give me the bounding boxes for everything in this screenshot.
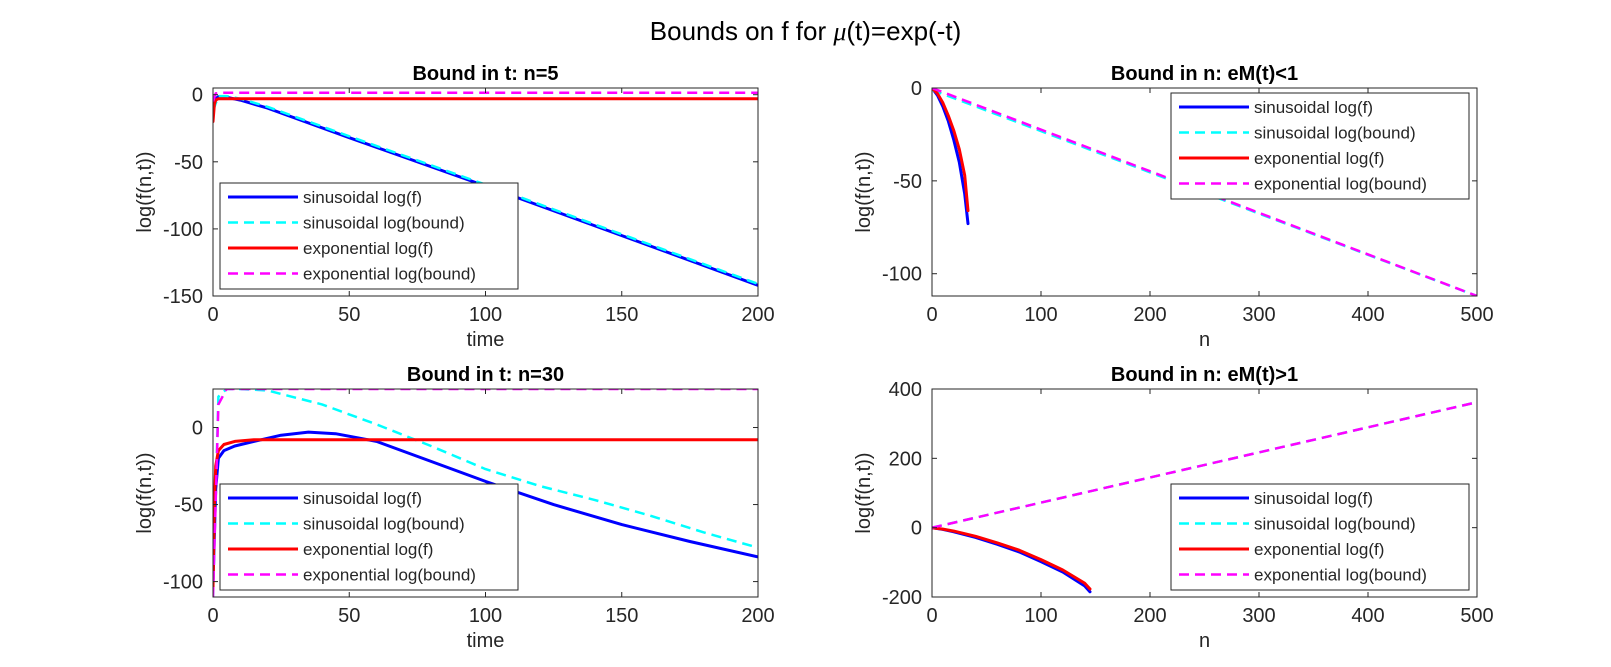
- plot-title: Bound in n: eM(t)>1: [1111, 364, 1298, 386]
- x-axis-label: n: [1199, 329, 1210, 351]
- legend-label: sinusoidal log(bound): [303, 515, 465, 534]
- legend-label: exponential log(bound): [1254, 566, 1427, 585]
- legend-label: sinusoidal log(f): [303, 489, 422, 508]
- x-tick-label: 0: [207, 605, 218, 627]
- x-axis-label: time: [467, 630, 505, 652]
- plot-title: Bound in t: n=30: [407, 364, 564, 386]
- y-axis-label: log(f(n,t)): [853, 151, 875, 232]
- x-tick-label: 100: [469, 304, 502, 326]
- y-tick-label: 0: [192, 85, 203, 107]
- figure-title: Bounds on f for μ(t)=exp(-t): [0, 16, 1611, 47]
- series-line-exp-f: [932, 526, 1092, 591]
- y-tick-label: 200: [889, 448, 922, 470]
- y-tick-label: -150: [163, 286, 203, 308]
- y-axis-label: log(f(n,t)): [134, 151, 156, 232]
- plot-title: Bound in n: eM(t)<1: [1111, 63, 1298, 85]
- x-tick-label: 0: [207, 304, 218, 326]
- legend-label: sinusoidal log(f): [1254, 489, 1373, 508]
- x-tick-label: 50: [338, 605, 360, 627]
- series-group: [213, 389, 758, 597]
- series-line-exp-bound: [213, 91, 758, 102]
- series-line-exp-f: [932, 88, 970, 213]
- plot-frame: [931, 388, 1478, 598]
- x-tick-label: 200: [1133, 605, 1166, 627]
- y-tick-label: 400: [889, 379, 922, 401]
- legend-label: sinusoidal log(f): [1254, 98, 1373, 117]
- x-tick-label: 500: [1460, 304, 1493, 326]
- legend-label: exponential log(f): [303, 239, 433, 258]
- series-line-exp-f: [213, 97, 758, 123]
- legend-label: sinusoidal log(f): [303, 188, 422, 207]
- legend-label: exponential log(f): [1254, 149, 1384, 168]
- plot-title: Bound in t: n=5: [412, 63, 558, 85]
- y-tick-label: 0: [911, 78, 922, 100]
- y-tick-label: 0: [192, 418, 203, 440]
- legend-label: sinusoidal log(bound): [303, 214, 465, 233]
- x-tick-label: 200: [1133, 304, 1166, 326]
- y-tick-label: -50: [174, 152, 203, 174]
- y-tick-label: -50: [893, 171, 922, 193]
- legend: sinusoidal log(f) sinusoidal log(bound) ex…: [1170, 483, 1470, 591]
- legend-label: exponential log(bound): [303, 566, 476, 585]
- legend-box: [1170, 92, 1470, 200]
- x-tick-label: 150: [605, 605, 638, 627]
- x-axis-label: time: [467, 329, 505, 351]
- legend-box: [219, 483, 519, 591]
- legend-label: sinusoidal log(bound): [1254, 515, 1416, 534]
- x-tick-label: 100: [469, 605, 502, 627]
- series-line-sin-bound: [213, 389, 758, 597]
- y-axis-label: log(f(n,t)): [134, 452, 156, 533]
- plot-p3: 0 50 100 150 200 0 -50 -100 Bound in t: n=30 time…: [134, 364, 775, 652]
- legend-label: exponential log(bound): [303, 265, 476, 284]
- figure-title-mu: μ: [833, 17, 847, 46]
- x-tick-label: 0: [926, 304, 937, 326]
- plot-frame: [931, 87, 1478, 297]
- y-tick-label: 0: [911, 518, 922, 540]
- legend-label: exponential log(f): [1254, 540, 1384, 559]
- x-tick-label: 300: [1242, 605, 1275, 627]
- x-tick-label: 500: [1460, 605, 1493, 627]
- series-group: [932, 400, 1477, 594]
- x-tick-label: 400: [1351, 304, 1384, 326]
- x-tick-label: 0: [926, 605, 937, 627]
- x-tick-label: 150: [605, 304, 638, 326]
- legend-label: exponential log(f): [303, 540, 433, 559]
- y-tick-label: -100: [163, 572, 203, 594]
- figure-title-suffix: (t)=exp(-t): [846, 16, 962, 46]
- series-line-exp-bound: [932, 400, 1477, 529]
- x-axis-label: n: [1199, 630, 1210, 652]
- series-line-exp-bound: [213, 389, 758, 597]
- series-line-sin-f: [213, 430, 758, 584]
- x-tick-label: 50: [338, 304, 360, 326]
- x-tick-label: 200: [741, 605, 774, 627]
- plot-p1: 0 50 100 150 200 0 -50 -100 -150 Bound in t: n=5 t…: [134, 63, 775, 351]
- legend-box: [1170, 483, 1470, 591]
- legend: sinusoidal log(f) sinusoidal log(bound) ex…: [1170, 92, 1470, 200]
- y-tick-label: -100: [163, 219, 203, 241]
- y-tick-label: -50: [174, 495, 203, 517]
- x-tick-label: 300: [1242, 304, 1275, 326]
- legend-box: [219, 182, 519, 290]
- x-tick-label: 100: [1024, 605, 1057, 627]
- y-tick-label: -100: [882, 264, 922, 286]
- figure-title-prefix: Bounds on f for: [649, 16, 834, 46]
- y-axis-label: log(f(n,t)): [853, 452, 875, 533]
- x-tick-label: 100: [1024, 304, 1057, 326]
- x-tick-label: 200: [741, 304, 774, 326]
- legend: sinusoidal log(f) sinusoidal log(bound) ex…: [219, 182, 519, 290]
- legend-label: exponential log(bound): [1254, 175, 1427, 194]
- legend-label: sinusoidal log(bound): [1254, 124, 1416, 143]
- plot-p2: 0 100 200 300 400 500 0 -50 -100 Bound in n: eM(t…: [853, 63, 1494, 351]
- legend: sinusoidal log(f) sinusoidal log(bound) ex…: [219, 483, 519, 591]
- x-tick-label: 400: [1351, 605, 1384, 627]
- series-line-sin-bound: [213, 94, 758, 286]
- y-tick-label: -200: [882, 587, 922, 609]
- series-group: [213, 91, 758, 287]
